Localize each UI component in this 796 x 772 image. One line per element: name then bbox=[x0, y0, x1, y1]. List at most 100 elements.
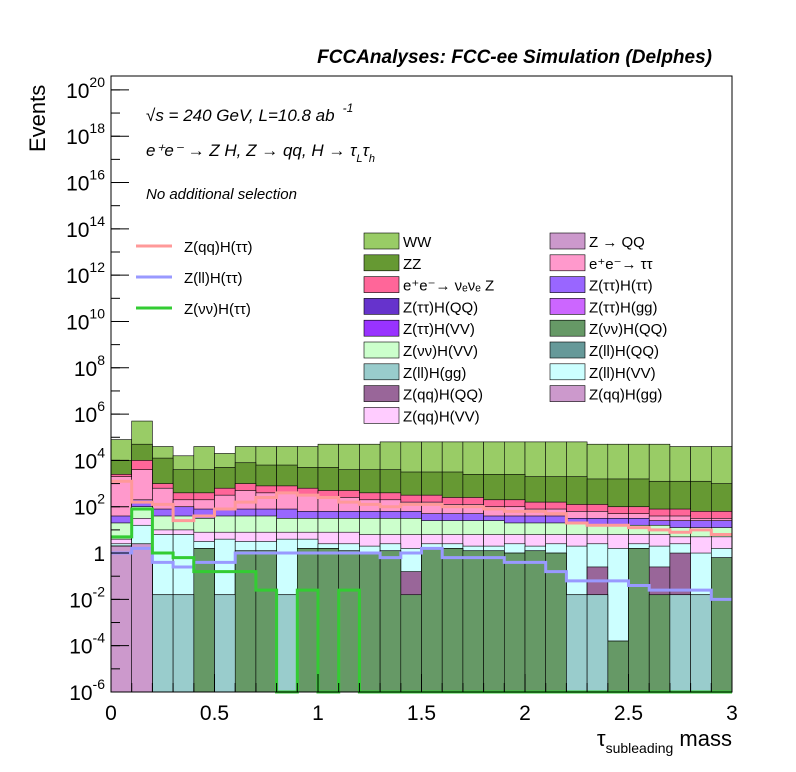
y-tick-label: 10-2 bbox=[69, 583, 105, 612]
stack-bin bbox=[648, 594, 671, 693]
stack-bin bbox=[566, 594, 588, 693]
legend-swatch bbox=[549, 341, 586, 359]
x-tick-label: 1 bbox=[312, 702, 324, 725]
stack-bin bbox=[152, 594, 174, 693]
legend-label: ZZ bbox=[403, 256, 421, 273]
legend-swatch bbox=[549, 276, 586, 293]
x-tick-label: 2 bbox=[519, 702, 531, 725]
y-axis-label: Events bbox=[25, 85, 50, 152]
x-tick-label: 3 bbox=[726, 702, 738, 725]
legend-swatch bbox=[549, 254, 586, 272]
stack-bin bbox=[607, 640, 629, 693]
y-tick-label: 106 bbox=[74, 398, 105, 427]
stack-bin bbox=[379, 550, 402, 693]
legend-line-label: Z(νν)H(ττ) bbox=[184, 301, 251, 318]
stack-bin bbox=[462, 550, 484, 693]
legend-swatch bbox=[363, 298, 400, 315]
legend-label: e⁺e⁻→ ττ bbox=[589, 256, 653, 273]
stack-bin bbox=[586, 594, 609, 693]
legend-label: Z(qq)H(VV) bbox=[403, 408, 480, 425]
stack-bin bbox=[483, 550, 505, 693]
legend-label: Z(νν)H(QQ) bbox=[589, 321, 667, 338]
stack-z-ll-h-gg- bbox=[110, 543, 712, 693]
legend-line-label: Z(ll)H(ττ) bbox=[184, 270, 243, 287]
legend-label: e⁺e⁻→ νₑνₑ Z bbox=[403, 278, 494, 295]
legend-label: Z(ll)H(gg) bbox=[403, 365, 466, 382]
stack-bin bbox=[317, 548, 340, 693]
legend-label: WW bbox=[403, 234, 432, 251]
y-tick-label: 1016 bbox=[66, 167, 105, 196]
y-tick-label: 104 bbox=[74, 444, 105, 473]
y-tick-label: 1014 bbox=[66, 213, 105, 242]
stack-bin bbox=[690, 594, 712, 693]
stack-bin bbox=[110, 545, 133, 693]
stack-bin bbox=[276, 594, 298, 693]
stack-bin bbox=[172, 594, 195, 693]
legend-swatch bbox=[363, 341, 400, 359]
legend-label: Z(ττ)H(QQ) bbox=[403, 299, 478, 316]
legend-label: Z(qq)H(QQ) bbox=[403, 387, 483, 404]
stack-bin bbox=[441, 548, 464, 693]
x-tick-label: 2.5 bbox=[614, 702, 643, 725]
x-tick-label: 0 bbox=[105, 702, 117, 725]
legend-label: Z(ll)H(VV) bbox=[589, 365, 656, 382]
stack-bin bbox=[359, 552, 381, 693]
chart-header: FCCAnalyses: FCC-ee Simulation (Delphes) bbox=[317, 47, 712, 68]
stack-bin bbox=[710, 557, 733, 693]
selection-label: No additional selection bbox=[146, 186, 297, 203]
stack-bin bbox=[524, 550, 547, 693]
legend-line-label: Z(qq)H(ττ) bbox=[184, 239, 253, 256]
stack-bin bbox=[545, 552, 567, 693]
legend-swatch bbox=[363, 319, 400, 337]
y-tick-label: 1010 bbox=[66, 305, 105, 334]
legend-swatch bbox=[549, 232, 586, 250]
stack-bin bbox=[255, 550, 277, 693]
axes: 0 0.5 1 1.5 2 2.5 3 10-6 10-4 10-2 1 102 104 106 108 10… bbox=[66, 74, 738, 725]
stack-bin bbox=[628, 548, 650, 693]
x-tick-label: 0.5 bbox=[200, 702, 229, 725]
legend-swatch bbox=[549, 363, 586, 381]
y-tick-label: 1 bbox=[93, 543, 105, 566]
process-label: e⁺e⁻ → Z H, Z → qq, H → τLτh bbox=[146, 141, 375, 165]
stack-z-qq-h-gg- bbox=[110, 543, 153, 693]
legend-label: Z(ττ)H(gg) bbox=[589, 299, 658, 316]
stack-z-h-qq- bbox=[110, 543, 733, 693]
sqrt-s-label: √s = 240 GeV, L=10.8 ab -1 bbox=[146, 101, 353, 125]
legend-swatch bbox=[549, 298, 586, 315]
legend-label: Z(ττ)H(VV) bbox=[403, 321, 475, 338]
legend-swatch bbox=[363, 363, 400, 381]
legend-label: Z(qq)H(gg) bbox=[589, 387, 662, 404]
stack-bin bbox=[338, 550, 360, 693]
legend-label: Z → QQ bbox=[589, 234, 645, 251]
x-axis-label: τsubleading mass bbox=[597, 726, 732, 756]
y-tick-label: 1012 bbox=[66, 259, 105, 288]
legend-swatch bbox=[363, 254, 400, 272]
stack-bin bbox=[669, 594, 691, 693]
legend-swatch bbox=[363, 276, 400, 293]
y-tick-label: 1018 bbox=[66, 120, 105, 149]
legend-swatch bbox=[363, 385, 400, 402]
legend-label: Z(ττ)H(ττ) bbox=[589, 278, 653, 295]
signal-line-z-qq-h- bbox=[111, 479, 732, 537]
y-tick-label: 102 bbox=[74, 491, 105, 520]
stack-layer bbox=[110, 420, 733, 693]
stack-bin bbox=[296, 548, 319, 693]
legend-swatch bbox=[549, 319, 586, 337]
y-tick-label: 1020 bbox=[66, 74, 105, 103]
y-tick-label: 108 bbox=[74, 352, 105, 381]
x-tick-label: 1.5 bbox=[407, 702, 436, 725]
legend: Z(qq)H(ττ) Z(ll)H(ττ) Z(νν)H(ττ) WW ZZ e⁺e⁻→ … bbox=[136, 232, 667, 425]
stack-bin bbox=[131, 543, 153, 693]
y-tick-label: 10-6 bbox=[69, 676, 105, 705]
stack-bin bbox=[421, 548, 443, 693]
y-tick-label: 10-4 bbox=[69, 630, 105, 659]
stack-bin bbox=[214, 594, 236, 693]
legend-swatch bbox=[363, 232, 400, 250]
stack-bin bbox=[193, 548, 215, 693]
legend-label: Z(ll)H(QQ) bbox=[589, 343, 659, 360]
stack-bin bbox=[503, 552, 526, 693]
stack-bin bbox=[400, 594, 422, 693]
legend-label: Z(νν)H(VV) bbox=[403, 343, 478, 360]
legend-swatch bbox=[363, 407, 400, 424]
